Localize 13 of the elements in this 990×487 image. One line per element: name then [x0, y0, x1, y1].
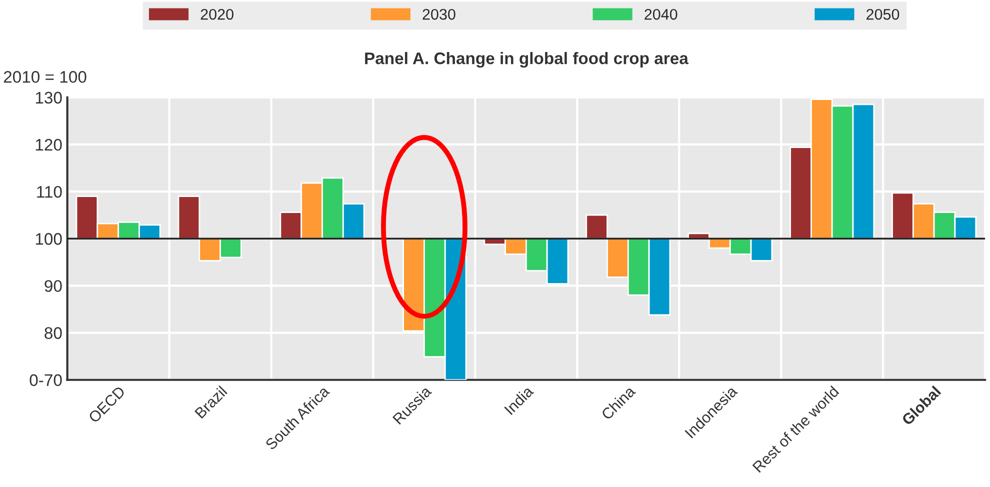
y-tick-label: 110 — [37, 186, 62, 198]
legend-label: 2050 — [866, 8, 900, 20]
legend-label: 2040 — [644, 8, 678, 20]
y-tick-label: 120 — [36, 138, 62, 151]
y-tick-label: 90 — [44, 280, 62, 292]
y-tick-label: 0-70 — [30, 374, 62, 386]
y-tick-label: 100 — [36, 233, 62, 245]
chart-title: Panel A. Change in global food crop area — [365, 52, 689, 68]
y-axis-title: 2010 = 100 — [4, 71, 86, 83]
y-tick-label: 130 — [36, 92, 62, 104]
legend-label: 2020 — [200, 8, 234, 20]
y-tick-label: 80 — [44, 327, 62, 339]
legend-label: 2030 — [422, 8, 456, 20]
